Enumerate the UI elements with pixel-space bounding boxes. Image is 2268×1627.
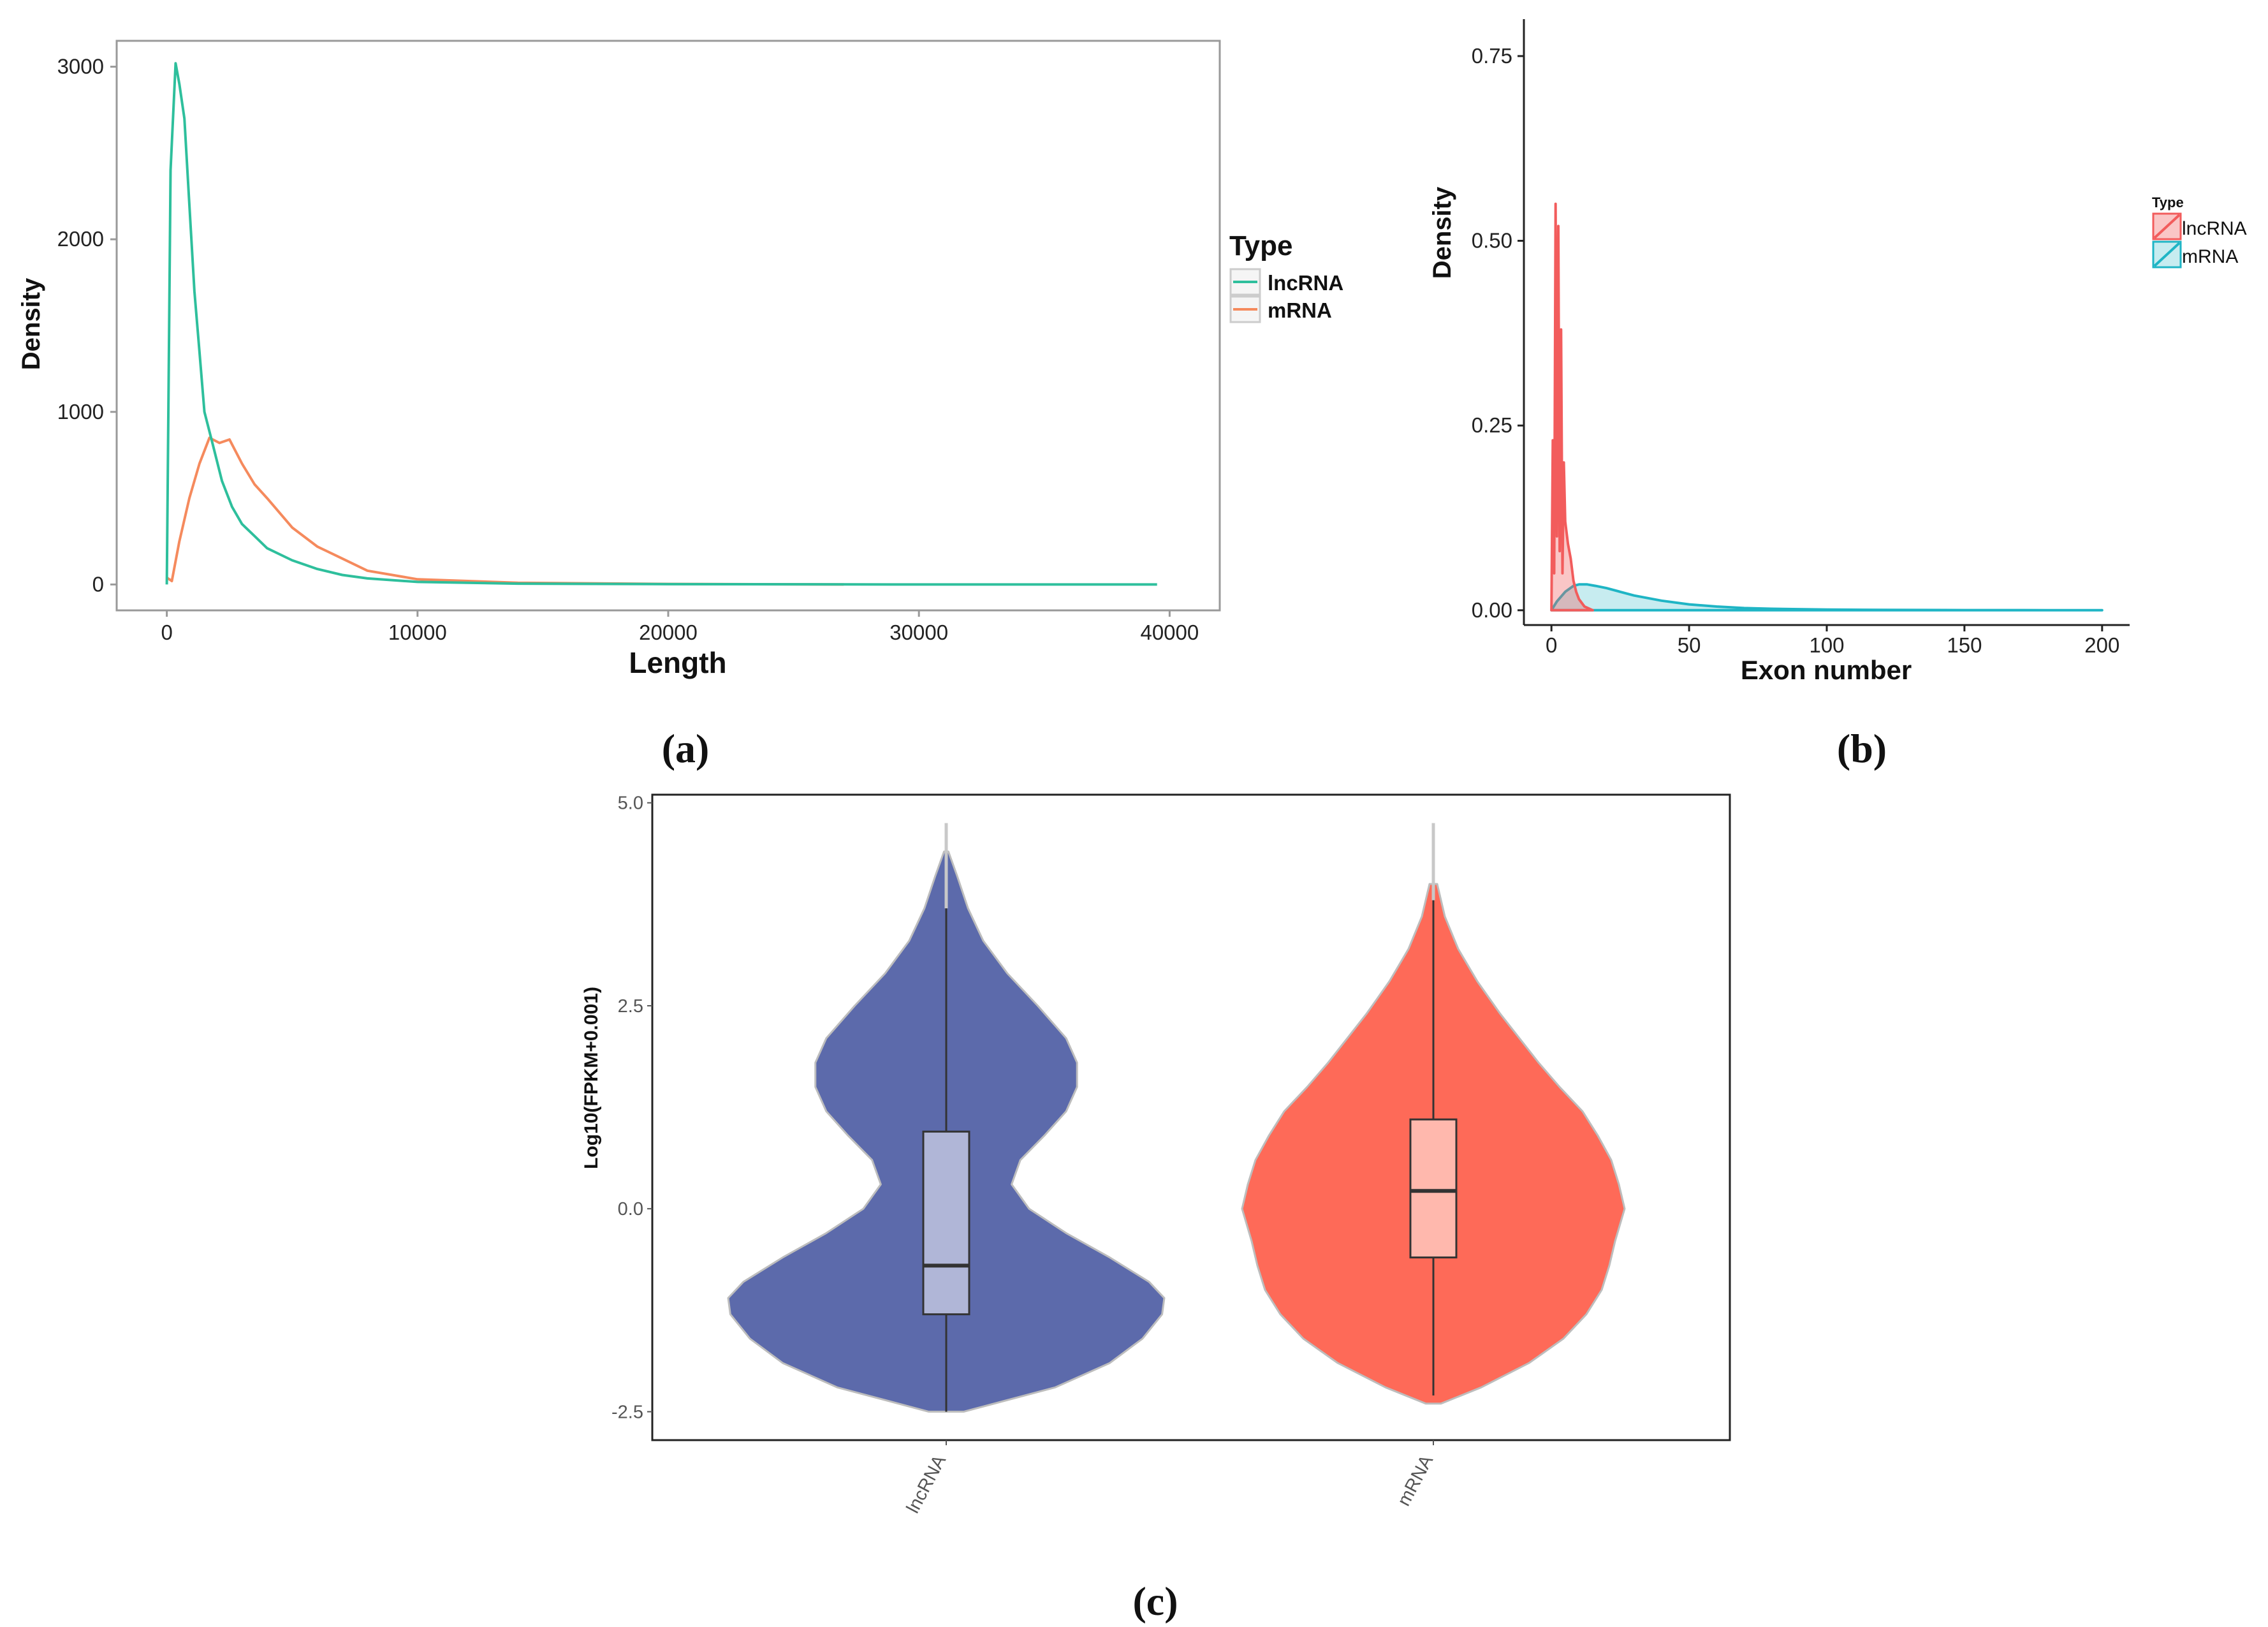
panel-c-ytick-label: -2.5	[611, 1402, 643, 1422]
panel-b-xtick-label: 200	[2084, 633, 2119, 657]
panel-b-legend-line-lncRNA	[2153, 214, 2181, 239]
panel-c-ylabel: Log10(FPKM+0.001)	[581, 987, 602, 1169]
panel-a-ytick-label: 0	[92, 572, 104, 596]
panel-c-violins	[727, 823, 1626, 1413]
panel-c-plot-frame	[651, 793, 1731, 1441]
panel-a-legend-label-mRNA: mRNA	[1268, 298, 1332, 322]
panel-a-caption: (a)	[662, 726, 710, 771]
panel-c-ytick-label: 2.5	[618, 996, 643, 1017]
panel-b-caption: (b)	[1837, 726, 1887, 771]
panel-b-ytick-label: 0.75	[1472, 44, 1512, 68]
panel-b-ylabel: Density	[1428, 186, 1456, 279]
panel-a-xlabel: Length	[629, 646, 726, 679]
panel-a-plot-frame	[115, 40, 1221, 612]
panel-c-xtick-label-lncRNA: lncRNA	[903, 1452, 951, 1517]
panel-b-legend-label-lncRNA: lncRNA	[2182, 218, 2247, 239]
panel-a-legend-title: Type	[1229, 230, 1292, 261]
panel-c-caption: (c)	[1132, 1579, 1178, 1624]
panel-c-box-mRNA	[1409, 1118, 1458, 1259]
panel-a-xtick-label: 40000	[1140, 621, 1199, 644]
panel-a-xtick-label: 20000	[639, 621, 698, 644]
panel-b-legend: Type lncRNA mRNA	[2152, 195, 2247, 269]
panel-b-xtick-label: 150	[1947, 633, 1982, 657]
panel-c-ytick-label: 0.0	[618, 1199, 643, 1219]
panel-a-xtick-label: 0	[161, 621, 172, 644]
panel-c: -2.5 0.0 2.5 5.0 lncRNA mRNA Log10(FPKM+0.001…	[581, 793, 1731, 1624]
panel-b-areas	[1550, 202, 2103, 612]
panel-b-legend-label-mRNA: mRNA	[2182, 246, 2238, 267]
panel-a-xtick-label: 30000	[889, 621, 948, 644]
panel-c-xtick-label-mRNA: mRNA	[1394, 1452, 1438, 1510]
panel-b-legend-title: Type	[2152, 195, 2184, 210]
panel-a-legend-label-lncRNA: lncRNA	[1268, 271, 1343, 295]
panel-c-box-lncRNA	[922, 1130, 970, 1316]
panel-b-ytick-label: 0.25	[1472, 413, 1512, 437]
panel-b-xlabel: Exon number	[1741, 655, 1912, 685]
panel-a-ytick-label: 3000	[57, 55, 104, 78]
panel-a-ytick-label: 1000	[57, 400, 104, 423]
panel-a-xtick-label: 10000	[388, 621, 447, 644]
panel-a-ticks: 0 10000 20000 30000 40000 0 1000 2000 3000	[57, 55, 1199, 644]
panel-a-ytick-label: 2000	[57, 227, 104, 251]
panel-b-ytick-label: 0.50	[1472, 229, 1512, 253]
panel-b-xtick-label: 50	[1678, 633, 1701, 657]
panel-a-ylabel: Density	[17, 277, 45, 370]
panel-a-line-lncRNA	[165, 62, 1157, 586]
panel-b-ytick-label: 0.00	[1472, 598, 1512, 622]
panel-b-area-lncRNA	[1550, 202, 1594, 612]
panel-a: 0 10000 20000 30000 40000 0 1000 2000 3000 Lengt…	[17, 40, 1343, 771]
panel-a-lines	[165, 62, 1157, 586]
panel-b-area-mRNA	[1550, 583, 2103, 612]
panel-a-line-mRNA	[166, 436, 844, 586]
panel-b-xtick-label: 0	[1546, 633, 1557, 657]
panel-b-legend-line-mRNA	[2153, 242, 2181, 267]
panel-c-ytick-label: 5.0	[618, 793, 643, 814]
panel-a-legend: Type lncRNA mRNA	[1229, 230, 1343, 323]
panel-b-xtick-label: 100	[1809, 633, 1844, 657]
panel-b: 0 50 100 150 200 0.00 0.25 0.50 0.75 Exon number…	[1428, 19, 2247, 771]
panel-b-ticks: 0 50 100 150 200 0.00 0.25 0.50 0.75	[1472, 44, 2120, 657]
